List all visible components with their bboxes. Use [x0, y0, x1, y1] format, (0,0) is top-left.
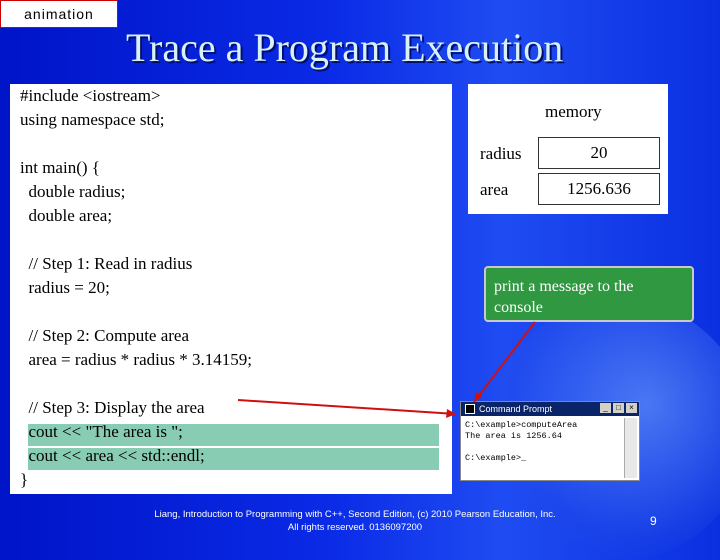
page-number: 9	[650, 514, 657, 528]
console-output: C:\example>computeArea The area is 1256.6…	[463, 418, 623, 478]
console-line: C:\example>computeArea	[465, 420, 578, 430]
var-value-radius: 20	[538, 137, 660, 169]
callout-box: print a message to the console	[484, 266, 694, 322]
code-line: // Step 2: Compute area	[20, 326, 190, 345]
var-label-area: area	[480, 180, 509, 199]
code-line: #include <iostream>	[20, 86, 161, 105]
code-line: double radius;	[20, 182, 126, 201]
code-line: area = radius * radius * 3.14159;	[20, 350, 252, 369]
highlight-line-2	[28, 448, 439, 470]
console-line: C:\example>_	[465, 453, 527, 463]
animation-tag: animation	[0, 0, 118, 28]
code-line: // Step 3: Display the area	[20, 398, 205, 417]
callout-arrow-head	[474, 392, 482, 402]
footer-line-1: Liang, Introduction to Programming with …	[154, 509, 556, 520]
console-title: Command Prompt	[479, 404, 553, 414]
arrows	[237, 321, 536, 418]
var-value-area: 1256.636	[538, 173, 660, 205]
code-line: }	[20, 470, 29, 489]
console-app-icon	[465, 404, 475, 414]
callout-arrow	[473, 321, 536, 403]
maximize-icon[interactable]: □	[613, 403, 624, 413]
code-line: // Step 1: Read in radius	[20, 254, 193, 273]
minimize-icon[interactable]: _	[600, 403, 611, 413]
code-line: radius = 20;	[20, 278, 110, 297]
var-label-radius: radius	[480, 144, 522, 163]
close-icon[interactable]: ×	[626, 403, 637, 413]
code-listing: #include <iostream> using namespace std; i…	[20, 84, 252, 492]
slide-title: Trace a Program Execution	[126, 25, 564, 70]
arrow-head-console	[446, 409, 456, 418]
highlight-line-1	[28, 424, 439, 446]
memory-title: memory	[545, 102, 602, 121]
console-scrollbar[interactable]	[624, 418, 637, 478]
footer: Liang, Introduction to Programming with …	[120, 508, 590, 534]
console-titlebar: Command Prompt _ □ ×	[461, 402, 639, 416]
code-panel: #include <iostream> using namespace std; i…	[10, 84, 452, 494]
code-line: cout << area << std::endl;	[20, 446, 205, 465]
code-line: cout << "The area is ";	[20, 422, 183, 441]
code-line: using namespace std;	[20, 110, 165, 129]
console-line: The area is 1256.64	[465, 431, 562, 441]
console-window: Command Prompt _ □ × C:\example>computeA…	[460, 401, 640, 481]
footer-line-2: All rights reserved. 0136097200	[287, 522, 423, 533]
code-line: double area;	[20, 206, 113, 225]
arrow-to-console	[237, 399, 457, 415]
code-line: int main() {	[20, 158, 100, 177]
